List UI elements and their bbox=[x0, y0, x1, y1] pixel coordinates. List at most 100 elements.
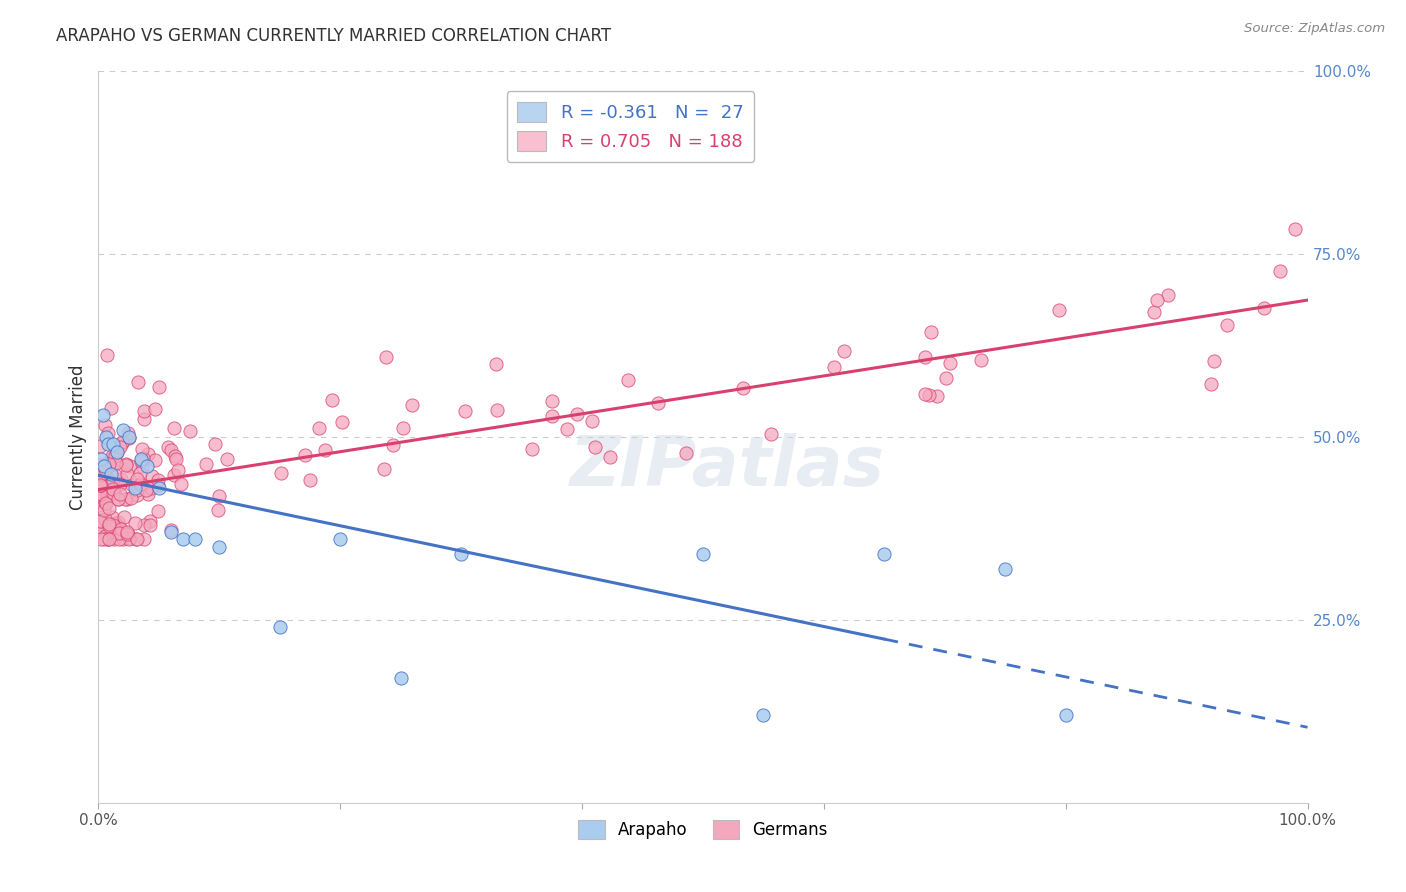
Point bbox=[108, 525, 131, 540]
Point bbox=[195, 457, 218, 471]
Point bbox=[117, 526, 139, 541]
Point bbox=[107, 491, 129, 506]
Point bbox=[104, 516, 127, 530]
Point bbox=[132, 403, 155, 417]
Point bbox=[541, 409, 564, 423]
Point bbox=[873, 547, 896, 561]
Point bbox=[520, 442, 543, 456]
Point bbox=[165, 452, 187, 467]
Point bbox=[1268, 264, 1291, 278]
Point bbox=[148, 379, 170, 393]
Point bbox=[93, 467, 115, 481]
Point bbox=[97, 533, 120, 547]
Point bbox=[392, 421, 415, 435]
Point bbox=[141, 469, 163, 483]
Point bbox=[96, 458, 118, 472]
Point bbox=[485, 358, 508, 372]
Point bbox=[94, 418, 117, 433]
Point bbox=[308, 420, 330, 434]
Point bbox=[179, 424, 201, 438]
Point bbox=[110, 472, 132, 486]
Point bbox=[94, 511, 117, 525]
Point bbox=[90, 467, 112, 482]
Point bbox=[136, 487, 159, 501]
Point bbox=[97, 457, 120, 471]
Point bbox=[314, 443, 336, 458]
Point bbox=[374, 350, 396, 364]
Point bbox=[450, 547, 472, 561]
Point bbox=[832, 344, 855, 359]
Point bbox=[935, 371, 957, 385]
Point bbox=[125, 483, 148, 497]
Point bbox=[294, 448, 316, 462]
Point bbox=[101, 482, 124, 496]
Point bbox=[969, 352, 991, 367]
Point bbox=[599, 450, 621, 465]
Point bbox=[101, 437, 124, 451]
Point bbox=[118, 533, 141, 547]
Point bbox=[98, 474, 121, 488]
Point bbox=[131, 458, 153, 473]
Point bbox=[146, 504, 169, 518]
Point bbox=[132, 412, 155, 426]
Point bbox=[112, 533, 135, 547]
Point bbox=[89, 514, 111, 528]
Point bbox=[454, 404, 477, 418]
Point bbox=[111, 423, 134, 437]
Point bbox=[125, 472, 148, 486]
Point bbox=[97, 519, 120, 533]
Point bbox=[129, 453, 152, 467]
Point bbox=[1253, 301, 1275, 315]
Point bbox=[108, 533, 131, 547]
Point bbox=[112, 509, 135, 524]
Point bbox=[731, 381, 754, 395]
Point bbox=[104, 449, 127, 463]
Point bbox=[97, 501, 120, 516]
Point bbox=[94, 529, 117, 543]
Point bbox=[96, 348, 118, 362]
Point bbox=[146, 473, 169, 487]
Point bbox=[1284, 222, 1306, 236]
Point bbox=[97, 516, 120, 531]
Point bbox=[89, 458, 111, 472]
Point bbox=[97, 533, 120, 547]
Point bbox=[101, 485, 124, 500]
Point bbox=[128, 476, 150, 491]
Point bbox=[94, 496, 117, 510]
Point bbox=[270, 466, 292, 480]
Point bbox=[111, 434, 134, 449]
Point bbox=[103, 484, 125, 499]
Point bbox=[98, 457, 121, 471]
Point bbox=[138, 518, 160, 533]
Point bbox=[141, 481, 163, 495]
Point bbox=[115, 525, 138, 540]
Point bbox=[89, 458, 111, 472]
Point bbox=[172, 533, 194, 547]
Point bbox=[105, 444, 128, 458]
Point bbox=[207, 502, 229, 516]
Text: ZIPatlas: ZIPatlas bbox=[569, 433, 884, 500]
Point bbox=[160, 442, 183, 457]
Point bbox=[90, 478, 112, 492]
Point bbox=[1157, 288, 1180, 302]
Point bbox=[124, 516, 146, 530]
Point bbox=[299, 473, 322, 487]
Point bbox=[124, 481, 146, 495]
Point bbox=[583, 440, 606, 454]
Point bbox=[752, 708, 775, 723]
Point bbox=[823, 359, 845, 374]
Point bbox=[110, 522, 132, 536]
Point bbox=[104, 468, 127, 483]
Point bbox=[108, 440, 131, 454]
Point bbox=[89, 469, 111, 483]
Point bbox=[132, 451, 155, 466]
Point bbox=[89, 478, 111, 492]
Y-axis label: Currently Married: Currently Married bbox=[69, 364, 87, 510]
Point bbox=[918, 387, 941, 401]
Point bbox=[90, 452, 112, 467]
Legend: Arapaho, Germans: Arapaho, Germans bbox=[571, 814, 835, 846]
Point bbox=[121, 478, 143, 492]
Point bbox=[93, 503, 115, 517]
Point bbox=[105, 445, 128, 459]
Point bbox=[100, 451, 122, 466]
